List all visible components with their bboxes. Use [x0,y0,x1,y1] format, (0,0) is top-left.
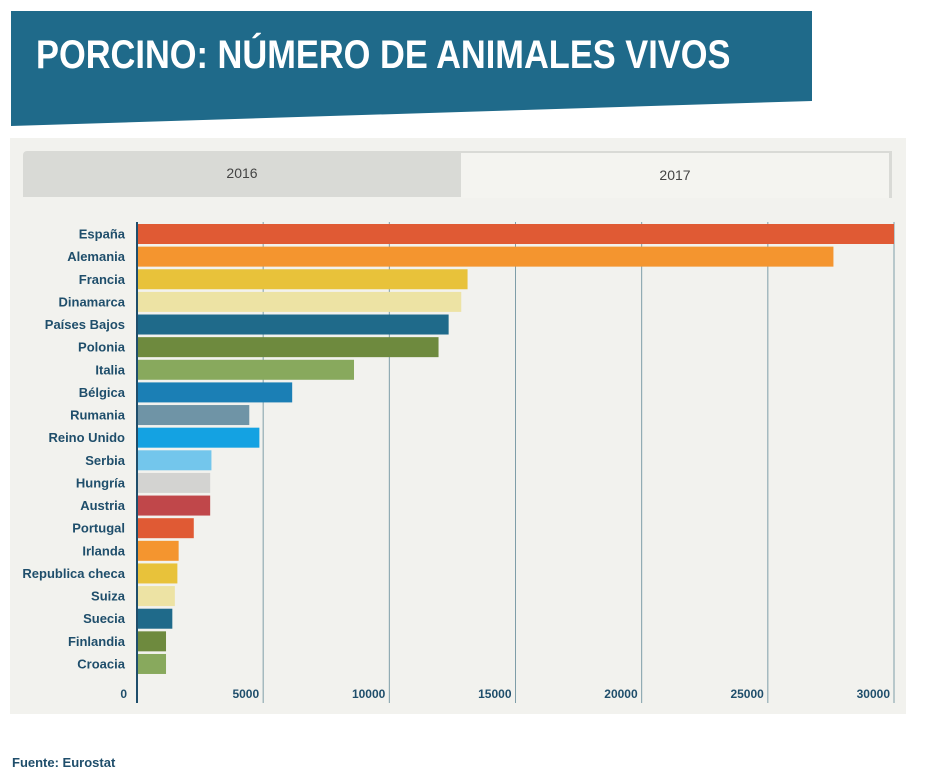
bar [137,540,179,561]
bar [137,246,834,267]
x-tick-label: 25000 [730,687,764,701]
tab-2017[interactable]: 2017 [461,151,892,198]
bar [137,427,260,448]
category-label: Finlandia [68,634,126,649]
category-label: Suecia [83,611,126,626]
category-label: Países Bajos [45,317,125,332]
bar [137,563,178,584]
bar [137,495,211,516]
category-label: Croacia [77,656,125,671]
title-banner: PORCINO: NÚMERO DE ANIMALES VIVOS [0,0,930,130]
x-tick-label: 20000 [604,687,638,701]
category-label: Republica checa [22,566,125,581]
bar [137,450,212,471]
category-label: Hungría [76,475,126,490]
tab-2016[interactable]: 2016 [23,151,461,197]
bar [137,359,355,380]
banner-background [11,11,812,126]
bar [137,518,194,539]
bar [137,291,462,312]
bar [137,405,250,426]
category-label: Polonia [78,340,126,355]
bar [137,631,167,652]
category-label: Dinamarca [59,294,126,309]
category-label: España [79,227,126,242]
category-label: Bélgica [79,385,126,400]
bar [137,382,293,403]
x-tick-label: 15000 [478,687,512,701]
x-tick-label: 5000 [232,687,259,701]
bar [137,653,167,674]
x-tick-label: 0 [120,687,127,701]
year-tabs: 2016 2017 [23,151,894,198]
category-label: Irlanda [82,543,125,558]
x-tick-label: 30000 [857,687,891,701]
x-tick-label: 10000 [352,687,386,701]
bar [137,224,894,244]
category-label: Portugal [72,521,125,536]
page-title: PORCINO: NÚMERO DE ANIMALES VIVOS [36,33,731,77]
category-label: Italia [95,362,125,377]
bar [137,472,211,493]
bar [137,314,449,335]
category-label: Suiza [91,589,126,604]
category-label: Alemania [67,249,126,264]
category-label: Austria [80,498,126,513]
category-label: Francia [79,272,126,287]
bar [137,586,175,607]
category-label: Serbia [85,453,126,468]
bar [137,608,173,629]
source-note: Fuente: Eurostat [12,755,116,770]
bar [137,269,468,290]
bar [137,337,439,358]
category-label: Reino Unido [48,430,125,445]
category-label: Rumania [70,408,126,423]
